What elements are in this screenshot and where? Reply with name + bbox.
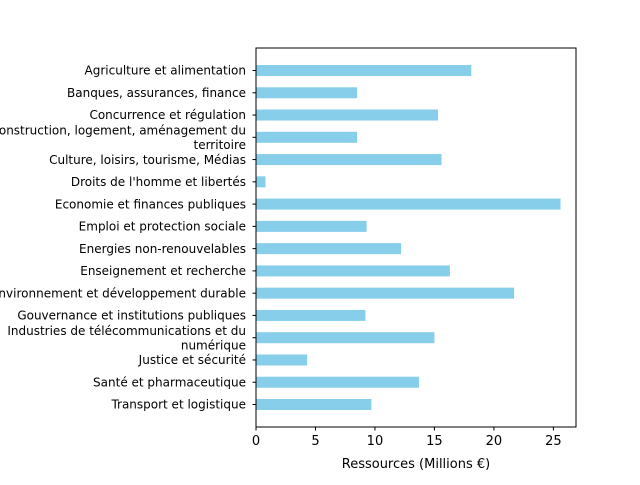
bar-gouvernance-et-institutions-publiques: [256, 309, 366, 321]
bar-environnement-et-d-veloppement-durable: [256, 287, 515, 299]
y-tick-label: Economie et finances publiques: [55, 197, 246, 211]
y-tick-label: Droits de l'homme et libertés: [71, 175, 246, 189]
bar-energies-non-renouvelables: [256, 243, 402, 255]
y-tick-label: Industries de télécommunications et du nu…: [7, 324, 246, 353]
x-axis: 0 5 10 15 20 25: [252, 427, 562, 449]
y-tick-label: Environnement et développement durable: [0, 286, 246, 300]
y-tick-label: Agriculture et alimentation: [85, 64, 246, 78]
y-tick-label: Energies non-renouvelables: [79, 242, 246, 256]
bar-droits-de-l-homme-et-libert-s: [256, 176, 266, 188]
bars-layer: [256, 65, 561, 410]
bar-justice-et-s-curit: [256, 354, 308, 366]
bar-economie-et-finances-publiques: [256, 198, 561, 210]
y-tick-label: Emploi et protection sociale: [79, 220, 246, 234]
y-axis: Agriculture et alimentation Banques, assu…: [0, 64, 256, 412]
bar-sant-et-pharmaceutique: [256, 376, 419, 388]
bar-concurrence-et-r-gulation: [256, 109, 439, 121]
y-tick-label: Transport et logistique: [110, 398, 246, 412]
bar-banques-assurances-finance: [256, 87, 358, 99]
bar-agriculture-et-alimentation: [256, 65, 472, 76]
x-tick-label: 20: [486, 434, 503, 449]
bar-emploi-et-protection-sociale: [256, 220, 367, 232]
y-tick-label: Concurrence et régulation: [89, 108, 246, 122]
y-tick-label: Culture, loisirs, tourisme, Médias: [49, 153, 246, 167]
y-tick-label: Enseignement et recherche: [80, 264, 246, 278]
x-axis-label: Ressources (Millions €): [342, 457, 490, 472]
y-tick-label: Santé et pharmaceutique: [93, 375, 246, 389]
plot-frame: [255, 47, 577, 428]
bar-transport-et-logistique: [256, 399, 372, 410]
bar-industries-de-t-l-communications-et-du-num-rique: [256, 332, 435, 344]
x-tick-label: 15: [426, 434, 443, 449]
x-tick-label: 0: [252, 434, 260, 449]
x-tick-label: 5: [311, 434, 319, 449]
bar-enseignement-et-recherche: [256, 265, 450, 277]
x-tick-label: 10: [367, 434, 384, 449]
y-tick-label: Construction, logement, aménagement du te…: [0, 124, 246, 153]
bar-culture-loisirs-tourisme-m-dias: [256, 154, 442, 166]
y-tick-label: Banques, assurances, finance: [67, 86, 246, 100]
y-tick-label: Justice et sécurité: [138, 353, 246, 367]
bar-construction-logement-am-nagement-du-territoire: [256, 131, 358, 143]
x-tick-label: 25: [545, 434, 562, 449]
y-tick-label: Gouvernance et institutions publiques: [17, 309, 246, 323]
